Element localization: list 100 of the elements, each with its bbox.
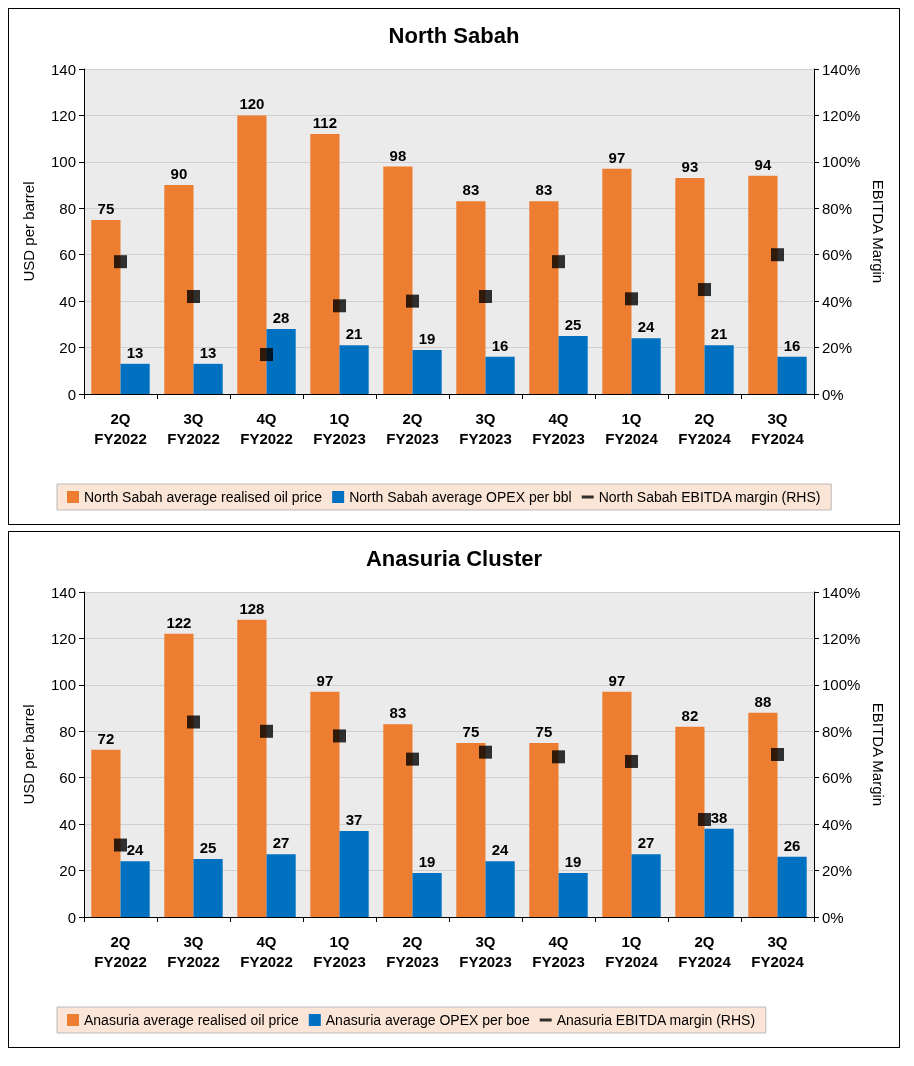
x-tick-label: 2Q FY2022 (94, 409, 147, 447)
bar (266, 329, 296, 394)
bar (631, 338, 661, 394)
data-label: 38 (710, 808, 728, 826)
bar (193, 363, 223, 394)
data-label: 27 (272, 834, 290, 852)
bar (91, 219, 121, 394)
data-label: 98 (389, 146, 407, 164)
y2-tick-label: 60% (822, 769, 853, 787)
point (114, 255, 127, 269)
y-tick-label: 140 (50, 60, 76, 78)
bar (529, 742, 559, 917)
y-tick-label: 80 (59, 722, 76, 740)
x-tick-label: 3Q FY2022 (167, 409, 220, 447)
y2-tick-label: 120% (822, 106, 861, 124)
bar (485, 356, 515, 394)
y-tick-label: 80 (59, 199, 76, 217)
data-label: 120 (239, 95, 265, 113)
bar (631, 854, 661, 917)
y-axis-title: USD per barrel (20, 704, 37, 805)
point (552, 750, 565, 764)
y-tick-label: 20 (59, 862, 76, 880)
data-label: 24 (491, 841, 510, 859)
y2-tick-label: 140% (822, 583, 861, 601)
bar (339, 831, 369, 917)
x-tick-label: 1Q FY2023 (313, 409, 366, 447)
bar (120, 363, 150, 394)
bar (310, 134, 340, 394)
point (771, 748, 784, 761)
x-tick-label: 2Q FY2024 (678, 932, 732, 970)
point (260, 348, 273, 362)
bar (558, 872, 588, 917)
data-label: 83 (462, 181, 480, 199)
data-label: 88 (754, 692, 772, 710)
y-tick-label: 100 (50, 676, 76, 694)
bar (456, 201, 486, 394)
x-tick-label: 3Q FY2022 (167, 932, 220, 970)
data-label: 97 (608, 671, 626, 689)
y2-tick-label: 0% (822, 908, 844, 926)
y2-tick-label: 40% (822, 815, 853, 833)
y2-tick-label: 60% (822, 246, 853, 264)
legend-label: Anasuria EBITDA margin (RHS) (556, 1012, 756, 1028)
data-label: 19 (564, 852, 582, 870)
bar (164, 633, 194, 917)
y2-axis-title: EBITDA Margin (870, 179, 888, 284)
point (187, 715, 200, 729)
bar (339, 345, 369, 394)
point (698, 813, 711, 826)
data-label: 28 (272, 309, 290, 326)
data-label: 21 (345, 325, 363, 343)
data-label: 27 (637, 834, 655, 852)
point (187, 290, 200, 303)
chart-title: North Sabah (388, 22, 520, 48)
bar (675, 178, 705, 394)
x-tick-label: 1Q FY2024 (605, 409, 659, 447)
bar (164, 185, 194, 394)
data-label: 16 (783, 336, 801, 354)
point (260, 724, 273, 738)
bar (529, 201, 559, 394)
data-label: 83 (389, 704, 407, 722)
legend-label: North Sabah average realised oil price (84, 489, 323, 505)
data-label: 24 (126, 841, 145, 859)
data-label: 25 (199, 838, 217, 856)
bar (485, 861, 515, 917)
bar (91, 749, 121, 917)
bar (310, 691, 340, 917)
bar (748, 712, 778, 917)
data-label: 75 (462, 722, 480, 740)
y-tick-label: 100 (50, 153, 76, 171)
bar (704, 345, 734, 394)
data-label: 19 (418, 329, 436, 347)
data-label: 21 (710, 325, 728, 343)
x-tick-label: 4Q FY2023 (532, 932, 585, 970)
y-tick-label: 0 (67, 385, 76, 403)
data-label: 72 (97, 729, 115, 747)
point (552, 255, 565, 269)
point (114, 838, 127, 852)
y2-tick-label: 40% (822, 292, 853, 310)
y2-tick-label: 120% (822, 629, 861, 647)
y-tick-label: 60 (59, 246, 76, 264)
bar (383, 724, 413, 917)
data-label: 37 (345, 811, 363, 829)
point (333, 729, 346, 743)
point (479, 290, 492, 303)
y-tick-label: 140 (50, 583, 76, 601)
legend-label: Anasuria average OPEX per boe (325, 1012, 530, 1028)
y2-tick-label: 80% (822, 199, 853, 217)
point (406, 752, 419, 766)
data-label: 13 (126, 343, 144, 361)
bar (456, 742, 486, 917)
x-tick-label: 4Q FY2023 (532, 409, 585, 447)
bar (777, 856, 807, 917)
data-label: 97 (608, 148, 626, 166)
bar (748, 175, 778, 394)
legend-label: North Sabah average OPEX per bbl (349, 489, 572, 505)
data-label: 75 (97, 199, 115, 217)
data-label: 94 (754, 155, 772, 173)
x-tick-label: 3Q FY2024 (751, 409, 805, 447)
y-tick-label: 20 (59, 339, 76, 357)
y2-tick-label: 100% (822, 153, 861, 171)
